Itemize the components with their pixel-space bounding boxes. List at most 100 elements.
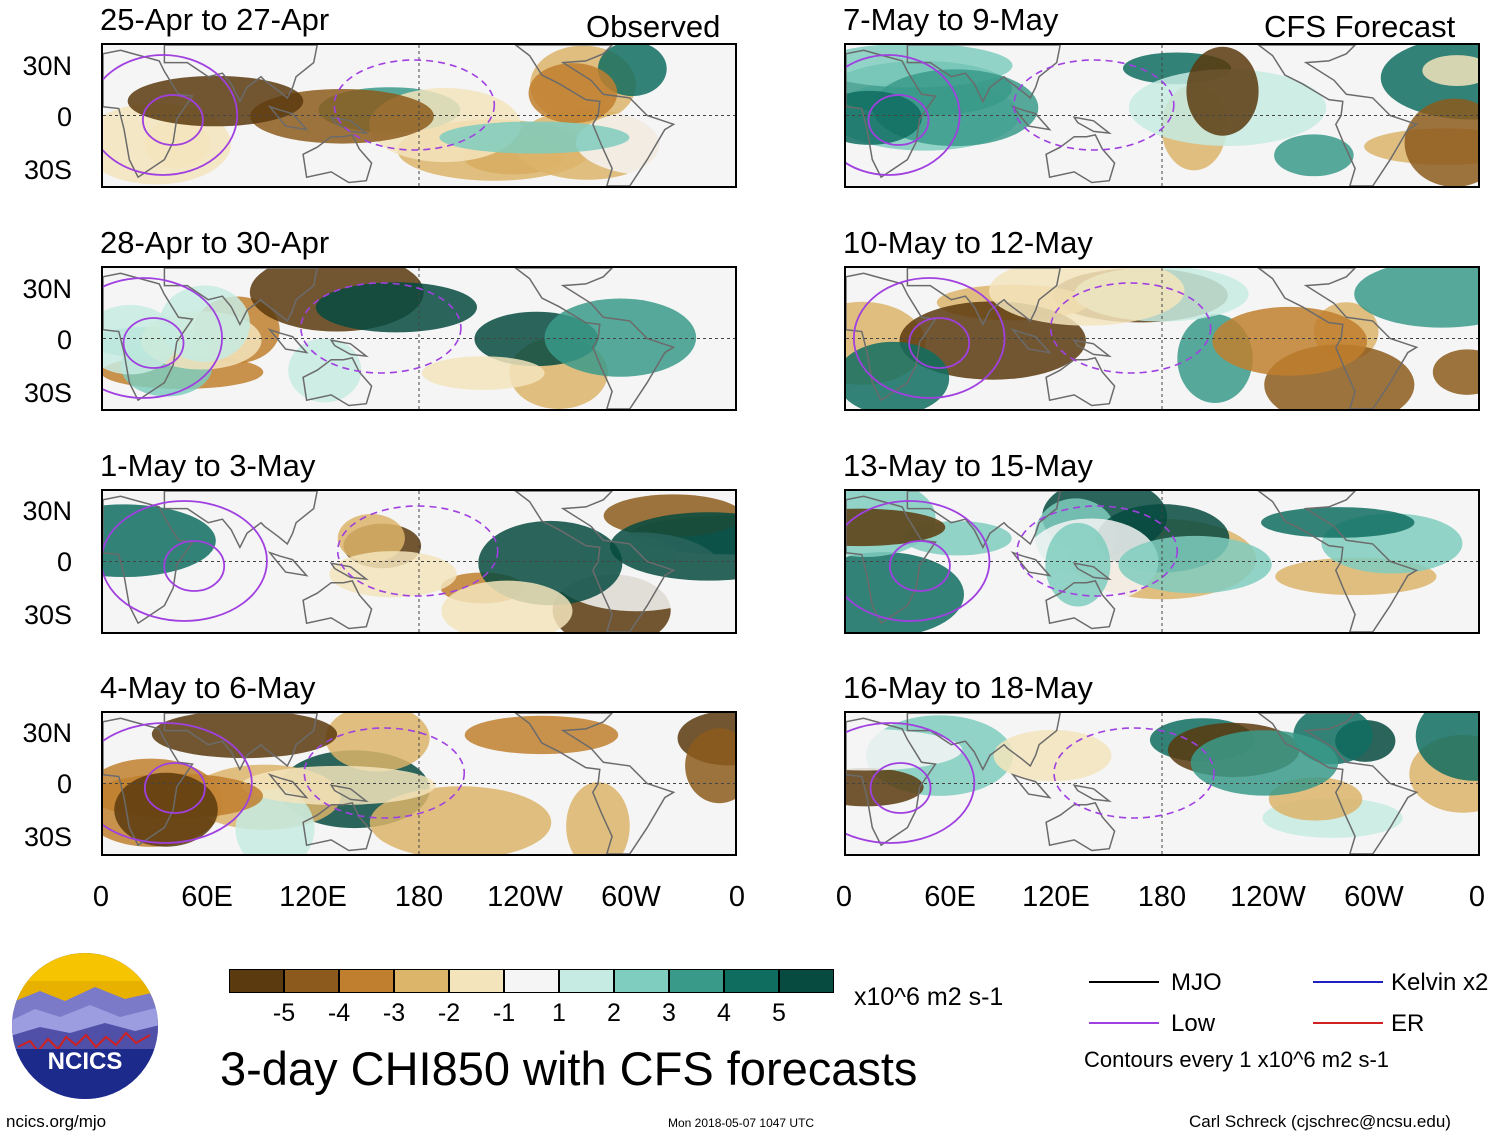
map-panel bbox=[844, 266, 1480, 411]
ncics-logo: NCICS bbox=[10, 951, 160, 1101]
colorbar-label: -5 bbox=[273, 999, 295, 1028]
lon-label: 0 bbox=[1469, 883, 1485, 912]
lon-label: 0 bbox=[93, 883, 109, 912]
lon-label: 60W bbox=[601, 883, 661, 912]
legend-line-low bbox=[1089, 1022, 1159, 1024]
anomaly-region bbox=[1186, 47, 1258, 136]
colorbar-box bbox=[339, 969, 394, 993]
map-panel bbox=[101, 43, 737, 188]
colorbar-box bbox=[504, 969, 559, 993]
legend-line-er bbox=[1313, 1022, 1383, 1024]
colorbar-label: -1 bbox=[493, 999, 515, 1028]
map-svg bbox=[846, 713, 1478, 854]
anomaly-region bbox=[439, 121, 629, 153]
panel-title-5: 7-May to 9-May bbox=[843, 4, 1058, 35]
units-label: x10^6 m2 s-1 bbox=[854, 983, 1003, 1012]
lon-label: 120W bbox=[487, 883, 563, 912]
legend-label-kelvin: Kelvin x2 bbox=[1391, 969, 1488, 997]
anomaly-region bbox=[241, 766, 435, 805]
logo-text: NCICS bbox=[48, 1048, 123, 1075]
lat-label-30n: 30N bbox=[6, 498, 72, 525]
lon-label: 60E bbox=[181, 883, 233, 912]
colorbar-box bbox=[229, 969, 284, 993]
legend-label-er: ER bbox=[1391, 1010, 1424, 1038]
lat-label-0: 0 bbox=[6, 104, 72, 131]
lat-label-30s: 30S bbox=[6, 380, 72, 407]
anomaly-region bbox=[1191, 730, 1338, 795]
map-panel bbox=[844, 711, 1480, 856]
footer-timestamp: Mon 2018-05-07 1047 UTC bbox=[668, 1116, 814, 1130]
footer-author: Carl Schreck (cjschrec@ncsu.edu) bbox=[1189, 1112, 1451, 1132]
map-panel bbox=[844, 489, 1480, 634]
lat-label-30n: 30N bbox=[6, 276, 72, 303]
lon-label: 60W bbox=[1344, 883, 1404, 912]
lat-label-0: 0 bbox=[6, 771, 72, 798]
lon-label: 180 bbox=[1138, 883, 1186, 912]
anomaly-region bbox=[288, 338, 361, 402]
anomaly-region bbox=[1274, 134, 1354, 176]
colorbar-box bbox=[394, 969, 449, 993]
colorbar-box bbox=[669, 969, 724, 993]
legend-label-low: Low bbox=[1171, 1010, 1215, 1038]
map-svg bbox=[846, 268, 1478, 409]
lon-label: 120W bbox=[1230, 883, 1306, 912]
anomaly-region bbox=[1261, 507, 1414, 538]
panel-title-4: 4-May to 6-May bbox=[100, 672, 315, 703]
lat-label-30n: 30N bbox=[6, 53, 72, 80]
map-svg bbox=[103, 45, 735, 186]
panel-title-2: 28-Apr to 30-Apr bbox=[100, 227, 329, 258]
lon-label: 180 bbox=[395, 883, 443, 912]
lat-label-0: 0 bbox=[6, 327, 72, 354]
contour-note: Contours every 1 x10^6 m2 s-1 bbox=[1084, 1047, 1389, 1073]
anomaly-region bbox=[465, 716, 619, 754]
footer-url: ncics.org/mjo bbox=[6, 1112, 106, 1132]
map-panel bbox=[101, 266, 737, 411]
colorbar-label: -3 bbox=[383, 999, 405, 1028]
lon-label: 0 bbox=[729, 883, 745, 912]
anomaly-region bbox=[1118, 536, 1271, 593]
panel-title-7: 13-May to 15-May bbox=[843, 450, 1093, 481]
colorbar-box bbox=[449, 969, 504, 993]
colorbar-box bbox=[614, 969, 669, 993]
anomaly-region bbox=[422, 356, 545, 390]
panel-title-6: 10-May to 12-May bbox=[843, 227, 1093, 258]
panel-title-1: 25-Apr to 27-Apr bbox=[100, 4, 329, 35]
colorbar-label: -2 bbox=[438, 999, 460, 1028]
colorbar-label: 5 bbox=[772, 999, 786, 1028]
map-svg bbox=[846, 491, 1478, 632]
colorbar-box bbox=[284, 969, 339, 993]
lat-label-30s: 30S bbox=[6, 824, 72, 851]
legend-label-mjo: MJO bbox=[1171, 969, 1222, 997]
forecast-tag: CFS Forecast bbox=[1264, 11, 1455, 42]
lon-label: 120E bbox=[279, 883, 347, 912]
map-panel bbox=[844, 43, 1480, 188]
map-panel bbox=[101, 489, 737, 634]
anomaly-region bbox=[545, 298, 697, 376]
colorbar-label: 3 bbox=[662, 999, 676, 1028]
lat-label-30s: 30S bbox=[6, 602, 72, 629]
colorbar-box bbox=[724, 969, 779, 993]
map-svg bbox=[103, 713, 735, 854]
colorbar-label: -4 bbox=[328, 999, 350, 1028]
legend-line-kelvin bbox=[1313, 981, 1383, 983]
colorbar-label: 2 bbox=[607, 999, 621, 1028]
lon-label: 60E bbox=[924, 883, 976, 912]
map-svg bbox=[103, 268, 735, 409]
colorbar-box bbox=[559, 969, 614, 993]
map-svg bbox=[846, 45, 1478, 186]
anomaly-region bbox=[529, 63, 618, 123]
panel-title-3: 1-May to 3-May bbox=[100, 450, 315, 481]
panel-title-8: 16-May to 18-May bbox=[843, 672, 1093, 703]
lon-label: 0 bbox=[836, 883, 852, 912]
map-svg bbox=[103, 491, 735, 632]
colorbar-box bbox=[779, 969, 834, 993]
main-title: 3-day CHI850 with CFS forecasts bbox=[220, 1045, 917, 1092]
legend-line-mjo bbox=[1089, 981, 1159, 983]
lon-label: 120E bbox=[1022, 883, 1090, 912]
lat-label-0: 0 bbox=[6, 549, 72, 576]
lat-label-30s: 30S bbox=[6, 157, 72, 184]
colorbar-label: 1 bbox=[552, 999, 566, 1028]
observed-tag: Observed bbox=[586, 11, 720, 42]
colorbar-label: 4 bbox=[717, 999, 731, 1028]
lat-label-30n: 30N bbox=[6, 720, 72, 747]
